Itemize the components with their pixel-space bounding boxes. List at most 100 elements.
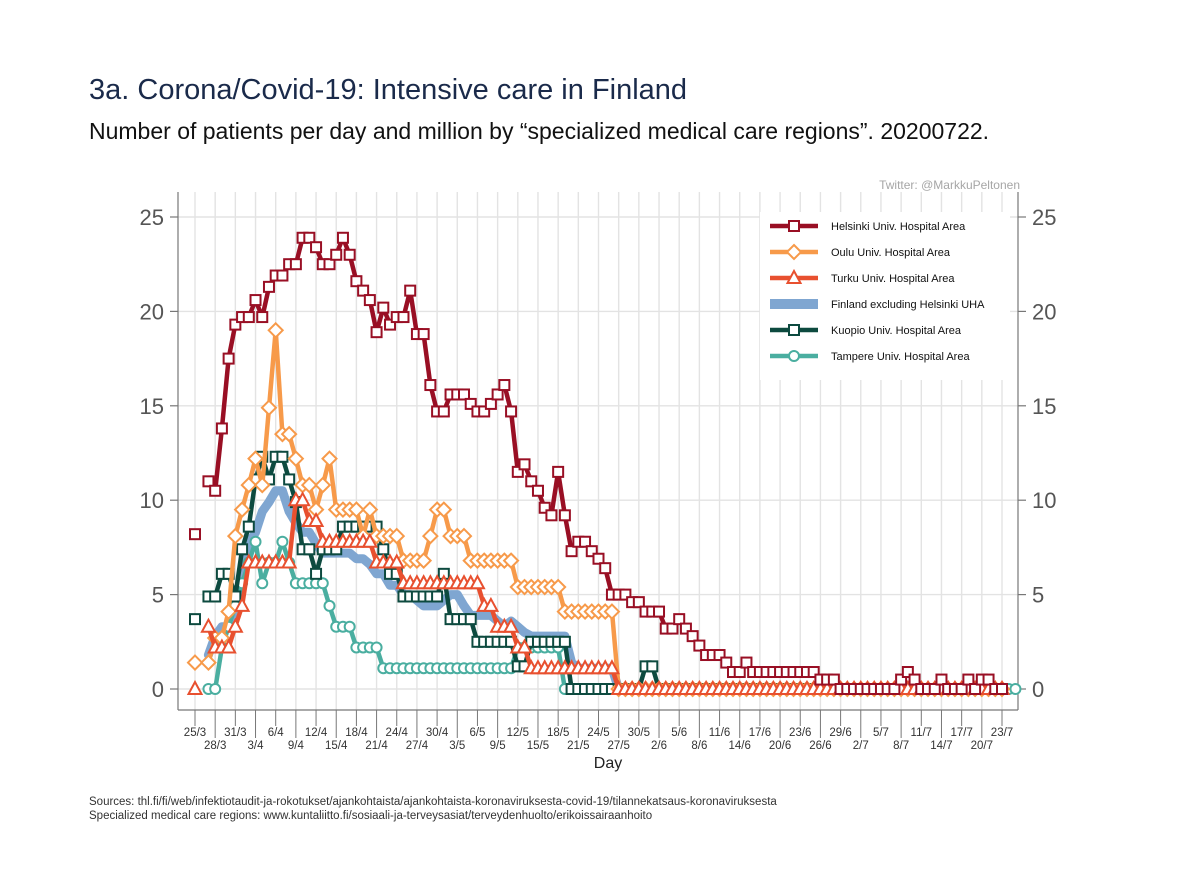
data-point <box>222 352 235 365</box>
x-tick-label: 5/6 <box>671 727 687 739</box>
x-tick-label: 2/7 <box>853 740 869 752</box>
data-point <box>666 622 679 635</box>
data-point <box>267 321 285 339</box>
x-tick-label: 21/4 <box>365 740 388 752</box>
x-tick-label: 24/5 <box>587 727 609 739</box>
data-point <box>388 527 406 545</box>
data-point <box>330 248 343 261</box>
legend-label: Helsinki Univ. Hospital Area <box>831 221 966 233</box>
data-point <box>531 484 544 497</box>
data-point <box>558 509 571 522</box>
data-point <box>525 475 538 488</box>
x-tick-label: 23/7 <box>991 727 1013 739</box>
data-point <box>478 405 491 418</box>
x-tick-label: 17/6 <box>749 727 771 739</box>
data-point <box>370 641 383 654</box>
data-point <box>229 318 242 331</box>
data-point <box>888 683 901 695</box>
data-point <box>404 284 417 297</box>
series-helsinki-univ-hospital-area <box>189 231 1008 695</box>
data-point <box>283 473 296 486</box>
legend-item: Tampere Univ. Hospital Area <box>770 350 970 363</box>
data-point <box>307 511 325 527</box>
data-point <box>437 405 450 418</box>
data-point <box>505 405 518 418</box>
data-point <box>189 528 201 541</box>
x-tick-label: 8/6 <box>691 740 707 752</box>
data-point <box>679 622 692 635</box>
data-point <box>558 635 571 648</box>
data-point <box>619 588 632 601</box>
data-point <box>310 567 323 580</box>
data-point <box>357 284 370 297</box>
data-point <box>189 613 201 626</box>
x-tick-label: 14/6 <box>729 740 751 752</box>
x-tick-label: 3/4 <box>248 740 265 752</box>
data-point <box>242 311 255 324</box>
data-point <box>565 545 578 558</box>
legend-box <box>760 212 1010 380</box>
y-tick-label: 25 <box>140 205 164 230</box>
data-point <box>928 683 941 695</box>
data-point <box>377 543 390 556</box>
data-point <box>484 397 497 410</box>
data-point <box>253 476 271 494</box>
data-point <box>209 484 222 497</box>
data-point <box>220 638 237 654</box>
data-point <box>807 666 820 679</box>
data-point <box>653 605 666 618</box>
x-tick-label: 17/7 <box>950 727 972 739</box>
data-point <box>599 562 612 575</box>
data-point <box>788 324 800 336</box>
x-tick-label: 20/6 <box>769 740 791 752</box>
data-point <box>310 241 323 254</box>
data-point <box>982 673 995 686</box>
data-point <box>511 465 524 478</box>
x-tick-label: 6/4 <box>268 727 285 739</box>
data-point <box>498 379 511 392</box>
data-point <box>316 577 329 590</box>
data-point <box>592 552 605 565</box>
data-point <box>464 397 477 410</box>
y-tick-label: 0 <box>1032 677 1044 702</box>
chart-subtitle: Number of patients per day and million b… <box>89 118 990 144</box>
data-point <box>482 596 500 612</box>
data-point <box>280 553 298 569</box>
data-point <box>256 577 269 590</box>
data-point <box>186 654 204 671</box>
data-point <box>585 545 598 558</box>
data-point <box>200 617 217 633</box>
data-point <box>347 501 365 519</box>
x-tick-label: 30/4 <box>426 727 449 739</box>
x-tick-label: 15/4 <box>325 740 348 752</box>
x-tick-label: 24/4 <box>386 727 409 739</box>
data-point <box>552 465 565 478</box>
data-point <box>233 501 251 519</box>
data-point <box>908 673 921 686</box>
data-point <box>397 311 410 324</box>
data-point <box>673 613 686 626</box>
y-tick-label: 0 <box>152 677 164 702</box>
data-point <box>276 450 289 463</box>
x-tick-label: 2/6 <box>651 740 667 752</box>
data-point <box>240 476 258 494</box>
data-point <box>361 501 379 519</box>
legend-item: Helsinki Univ. Hospital Area <box>770 220 966 233</box>
data-point <box>280 425 298 443</box>
data-point <box>276 535 289 548</box>
sources-note: Sources: thl.fi/fi/web/infektiotaudit-ja… <box>89 795 777 823</box>
data-point <box>350 275 363 288</box>
data-point <box>603 603 621 621</box>
data-point <box>1009 683 1022 695</box>
legend-item: Turku Univ. Hospital Area <box>770 268 955 285</box>
data-point <box>209 590 222 603</box>
data-point <box>233 596 251 612</box>
y-tick-label: 20 <box>140 299 164 324</box>
data-point <box>901 666 914 679</box>
data-point <box>343 248 356 261</box>
data-point <box>579 535 592 548</box>
data-point <box>220 603 238 621</box>
data-point <box>632 596 645 609</box>
x-tick-label: 27/5 <box>607 740 629 752</box>
legend-label: Oulu Univ. Hospital Area <box>831 247 951 259</box>
